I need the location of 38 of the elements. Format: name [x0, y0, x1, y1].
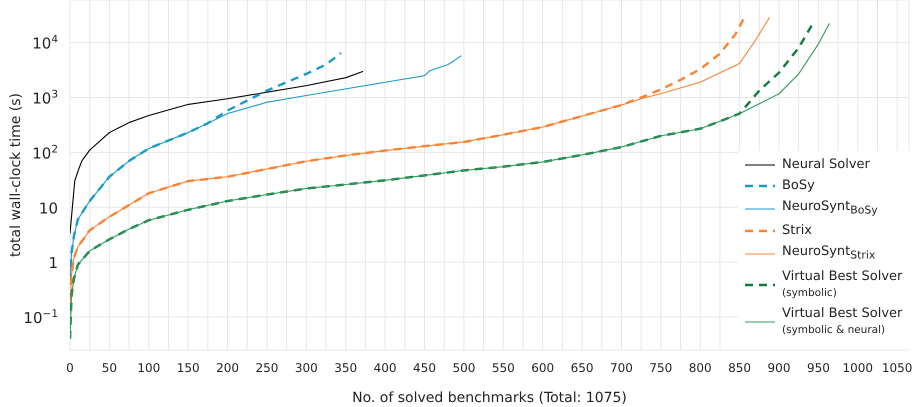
- y-tick-label: 10$^{4}$: [32, 34, 58, 53]
- x-tick-label: 700: [610, 361, 633, 375]
- x-tick-label: 350: [334, 361, 358, 375]
- x-tick-label: 800: [688, 361, 712, 375]
- y-axis-title: total wall-clock time (s): [8, 92, 24, 258]
- x-tick-label: 50: [102, 361, 118, 375]
- y-tick-label: 10: [38, 199, 58, 218]
- y-tick-label: 10$^{−1}$: [23, 308, 58, 327]
- x-tick-label: 950: [806, 361, 830, 375]
- x-tick-label: 100: [137, 361, 160, 375]
- x-tick-label: 400: [374, 361, 397, 375]
- x-tick-label: 300: [294, 361, 318, 375]
- x-tick-label: 850: [728, 361, 752, 375]
- x-tick-label: 250: [255, 361, 278, 375]
- x-tick-label: 550: [492, 361, 515, 375]
- legend-label: Neural Solver: [782, 156, 870, 172]
- x-axis-title: No. of solved benchmarks (Total: 1075): [352, 390, 627, 406]
- x-tick-label: 1050: [882, 361, 912, 375]
- legend-label: NeuroSynt$_{Strix}$: [782, 244, 876, 262]
- x-tick-label: 600: [531, 361, 554, 375]
- x-tick-label: 450: [413, 361, 436, 375]
- x-tick-label: 650: [570, 361, 594, 375]
- legend-label: Virtual Best Solver (symbolic & neural): [782, 306, 902, 336]
- x-tick-label: 200: [216, 361, 240, 375]
- legend-label: NeuroSynt$_{BoSy}$: [782, 198, 878, 216]
- x-tick-label: 150: [176, 361, 200, 375]
- y-tick-label: 1: [48, 254, 58, 272]
- x-tick-label: 900: [768, 361, 790, 375]
- x-tick-label: 0: [66, 361, 74, 375]
- y-tick-label: 10$^{3}$: [32, 88, 58, 108]
- y-tick-label: 10$^{2}$: [32, 143, 58, 162]
- line-series: [70, 70, 364, 234]
- x-tick-label: 750: [649, 361, 672, 375]
- x-tick-label: 1000: [842, 361, 874, 375]
- legend-label: Strix: [782, 223, 812, 238]
- x-tick-label: 500: [452, 361, 476, 375]
- legend-label: Virtual Best Solver (symbolic): [782, 269, 902, 299]
- legend-label: BoSy: [782, 178, 815, 193]
